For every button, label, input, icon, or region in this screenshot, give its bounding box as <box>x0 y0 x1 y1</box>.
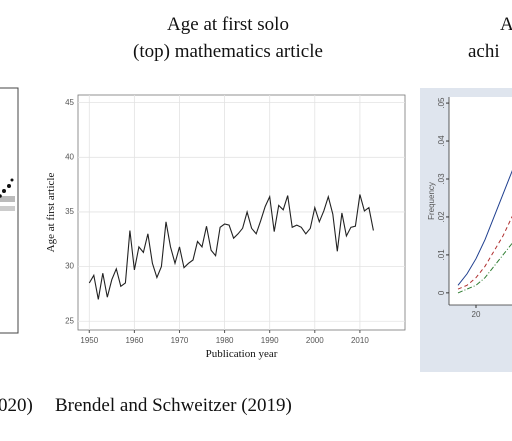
y-tick-label: .01 <box>437 249 446 261</box>
x-tick-label: 1980 <box>216 336 234 345</box>
chart-title: achi <box>468 41 500 62</box>
chart-title: (top) mathematics article <box>133 41 323 62</box>
line-series <box>457 215 512 290</box>
chart-title: Age at first solo <box>167 14 289 35</box>
y-tick-label: .03 <box>437 173 446 185</box>
y-tick-label: 45 <box>65 98 74 107</box>
y-tick-label: .05 <box>437 97 446 109</box>
x-tick-label: 2010 <box>351 336 369 345</box>
x-tick-label: 1960 <box>125 336 143 345</box>
y-tick-label: 0 <box>437 290 446 295</box>
line-series <box>88 194 374 300</box>
x-tick-label: 1970 <box>171 336 189 345</box>
right-plot-bg <box>449 97 512 305</box>
y-axis-label: Age at first article <box>45 173 57 253</box>
x-tick-label: 1950 <box>80 336 98 345</box>
y-tick-label: .02 <box>437 211 446 223</box>
y-tick-label: 30 <box>65 262 74 271</box>
y-tick-label: 25 <box>65 316 74 325</box>
x-tick-label: 2000 <box>306 336 324 345</box>
x-tick-label: 20 <box>472 310 481 319</box>
chart-title: A <box>500 14 512 35</box>
clipped-series <box>457 170 512 294</box>
y-tick-label: 40 <box>65 152 74 161</box>
caption: Brendel and Schweitzer (2019) <box>55 395 292 416</box>
line-series <box>457 242 512 294</box>
line-series <box>457 170 512 286</box>
left-partial-chart <box>0 87 19 334</box>
y-tick-label: .04 <box>437 135 446 147</box>
x-tick-label: 1990 <box>261 336 279 345</box>
center-plot-frame <box>77 94 406 331</box>
caption: 020) <box>0 395 33 416</box>
y-tick-label: 35 <box>65 207 74 216</box>
y-axis-label: Frequency <box>427 182 436 220</box>
x-axis-label: Publication year <box>206 348 278 360</box>
